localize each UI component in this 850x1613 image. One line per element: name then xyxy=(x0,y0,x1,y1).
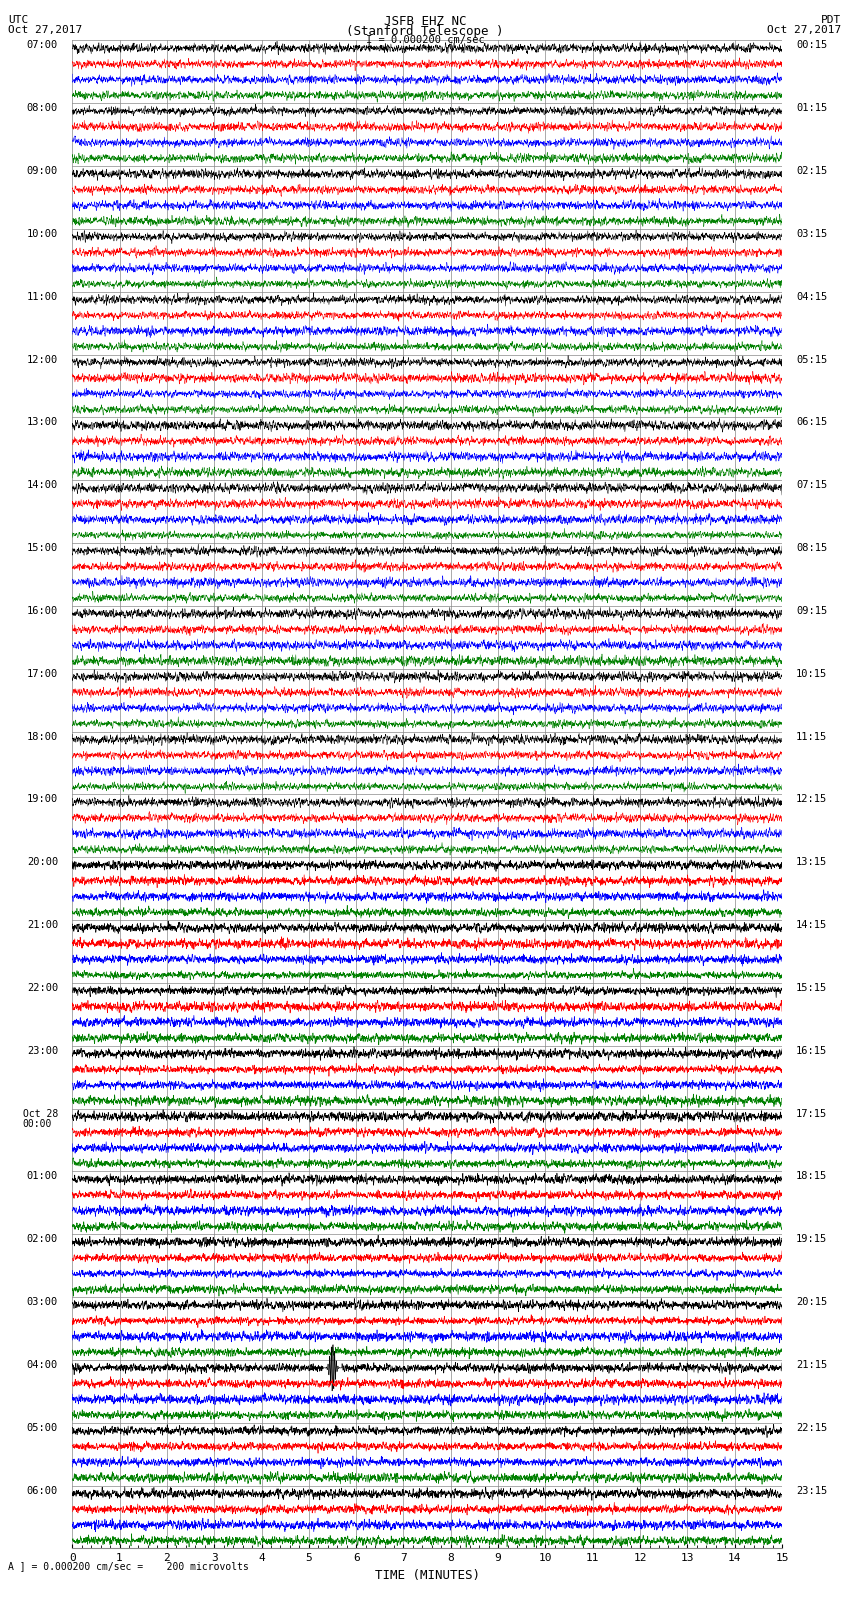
X-axis label: TIME (MINUTES): TIME (MINUTES) xyxy=(375,1569,479,1582)
Text: 18:15: 18:15 xyxy=(796,1171,827,1181)
Text: 08:15: 08:15 xyxy=(796,544,827,553)
Text: (Stanford Telescope ): (Stanford Telescope ) xyxy=(346,24,504,39)
Text: 07:00: 07:00 xyxy=(27,40,58,50)
Text: 19:00: 19:00 xyxy=(27,794,58,805)
Text: A ] = 0.000200 cm/sec =    200 microvolts: A ] = 0.000200 cm/sec = 200 microvolts xyxy=(8,1561,249,1571)
Text: 17:00: 17:00 xyxy=(27,669,58,679)
Text: I = 0.000200 cm/sec: I = 0.000200 cm/sec xyxy=(366,35,484,45)
Text: 10:15: 10:15 xyxy=(796,669,827,679)
Text: Oct 28
00:00: Oct 28 00:00 xyxy=(23,1108,58,1129)
Text: 09:15: 09:15 xyxy=(796,606,827,616)
Text: JSFB EHZ NC: JSFB EHZ NC xyxy=(383,16,467,29)
Text: 11:00: 11:00 xyxy=(27,292,58,302)
Text: 03:00: 03:00 xyxy=(27,1297,58,1307)
Text: 20:15: 20:15 xyxy=(796,1297,827,1307)
Text: PDT: PDT xyxy=(821,16,842,26)
Text: 17:15: 17:15 xyxy=(796,1108,827,1118)
Text: 04:15: 04:15 xyxy=(796,292,827,302)
Text: 05:00: 05:00 xyxy=(27,1423,58,1432)
Text: 22:15: 22:15 xyxy=(796,1423,827,1432)
Text: UTC: UTC xyxy=(8,16,29,26)
Text: 14:00: 14:00 xyxy=(27,481,58,490)
Text: Oct 27,2017: Oct 27,2017 xyxy=(8,24,82,35)
Text: 03:15: 03:15 xyxy=(796,229,827,239)
Text: Oct 27,2017: Oct 27,2017 xyxy=(768,24,842,35)
Text: 21:15: 21:15 xyxy=(796,1360,827,1369)
Text: 14:15: 14:15 xyxy=(796,919,827,931)
Text: 01:00: 01:00 xyxy=(27,1171,58,1181)
Text: 23:15: 23:15 xyxy=(796,1486,827,1495)
Text: 20:00: 20:00 xyxy=(27,857,58,868)
Text: 12:00: 12:00 xyxy=(27,355,58,365)
Text: 02:00: 02:00 xyxy=(27,1234,58,1244)
Text: 04:00: 04:00 xyxy=(27,1360,58,1369)
Text: 05:15: 05:15 xyxy=(796,355,827,365)
Text: 19:15: 19:15 xyxy=(796,1234,827,1244)
Text: 16:15: 16:15 xyxy=(796,1045,827,1057)
Text: 18:00: 18:00 xyxy=(27,732,58,742)
Text: 08:00: 08:00 xyxy=(27,103,58,113)
Text: 11:15: 11:15 xyxy=(796,732,827,742)
Text: 07:15: 07:15 xyxy=(796,481,827,490)
Text: 01:15: 01:15 xyxy=(796,103,827,113)
Text: 23:00: 23:00 xyxy=(27,1045,58,1057)
Text: 06:15: 06:15 xyxy=(796,418,827,427)
Text: 06:00: 06:00 xyxy=(27,1486,58,1495)
Text: 00:15: 00:15 xyxy=(796,40,827,50)
Text: 16:00: 16:00 xyxy=(27,606,58,616)
Text: 12:15: 12:15 xyxy=(796,794,827,805)
Text: 15:00: 15:00 xyxy=(27,544,58,553)
Text: 10:00: 10:00 xyxy=(27,229,58,239)
Text: 15:15: 15:15 xyxy=(796,982,827,994)
Text: 21:00: 21:00 xyxy=(27,919,58,931)
Text: 02:15: 02:15 xyxy=(796,166,827,176)
Text: 09:00: 09:00 xyxy=(27,166,58,176)
Text: 22:00: 22:00 xyxy=(27,982,58,994)
Text: 13:15: 13:15 xyxy=(796,857,827,868)
Text: 13:00: 13:00 xyxy=(27,418,58,427)
